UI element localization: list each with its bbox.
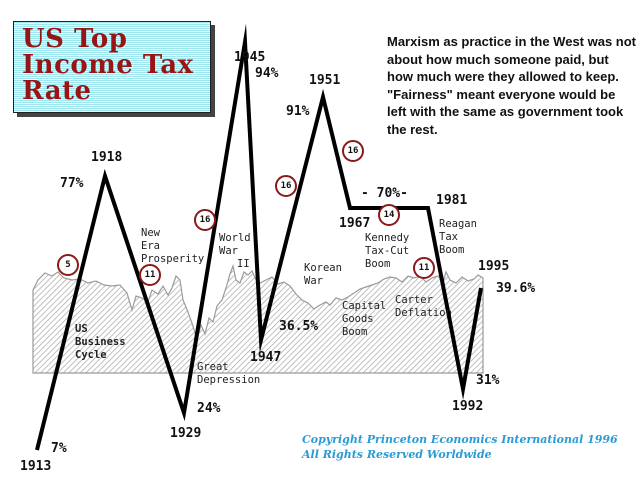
label-year-1951: 1951	[309, 73, 341, 88]
label-rate-1992: 31%	[476, 373, 500, 388]
title-line-1: US Top	[22, 24, 128, 54]
label-rate-1967-1981: - 70%-	[361, 186, 408, 201]
label-year-1992: 1992	[452, 399, 484, 414]
title-line-3: Rate	[22, 76, 92, 106]
label-rate-1947: 36.5%	[279, 319, 319, 334]
label-rate-1913: 7%	[51, 441, 67, 456]
tax-rate-line	[35, 23, 483, 451]
duration-badge: 16	[275, 175, 297, 197]
label-year-1913: 1913	[20, 459, 52, 474]
label-year-1967: 1967	[339, 216, 371, 231]
copyright-notice: Copyright Princeton Economics Internatio…	[302, 432, 618, 462]
annotation-new-era: New Era Prosperity	[141, 227, 205, 265]
duration-badge: 11	[139, 264, 161, 286]
annotation-carter: Carter Deflation	[395, 294, 452, 319]
duration-badge: 16	[342, 140, 364, 162]
annotation-kennedy: Kennedy Tax-Cut Boom	[365, 232, 410, 270]
annotation-korean-war: Korean War	[304, 262, 342, 287]
label-year-1929: 1929	[170, 426, 202, 441]
duration-badge: 16	[194, 209, 216, 231]
label-rate-1945: 94%	[255, 66, 279, 81]
label-year-1995: 1995	[478, 259, 510, 274]
annotation-reagan: Reagan Tax Boom	[439, 218, 477, 256]
chart-title: US Top Income Tax Rate	[22, 26, 194, 104]
annotation-ww2: World War II	[219, 232, 251, 270]
duration-badge: 11	[413, 257, 435, 279]
label-rate-1951: 91%	[286, 104, 310, 119]
label-rate-1918: 77%	[60, 176, 84, 191]
copyright-line-2: All Rights Reserved Worldwide	[302, 448, 492, 461]
label-year-1947: 1947	[250, 350, 282, 365]
label-year-1981: 1981	[436, 193, 468, 208]
label-rate-1995: 39.6%	[496, 281, 536, 296]
duration-badge: 14	[378, 204, 400, 226]
duration-badge: 5	[57, 254, 79, 276]
label-year-1918: 1918	[91, 150, 123, 165]
title-line-2: Income Tax	[22, 50, 194, 80]
annotation-business-cycle: US Business Cycle	[75, 323, 126, 361]
annotation-capital-goods: Capital Goods Boom	[342, 300, 387, 338]
title-box: US Top Income Tax Rate	[13, 21, 211, 113]
annotation-great-depression: Great Depression	[197, 361, 261, 386]
copyright-line-1: Copyright Princeton Economics Internatio…	[302, 433, 618, 446]
quote-text: Marxism as practice in the West was not …	[387, 34, 637, 137]
label-rate-1929: 24%	[197, 401, 221, 416]
label-year-1945: 1945	[234, 50, 266, 65]
